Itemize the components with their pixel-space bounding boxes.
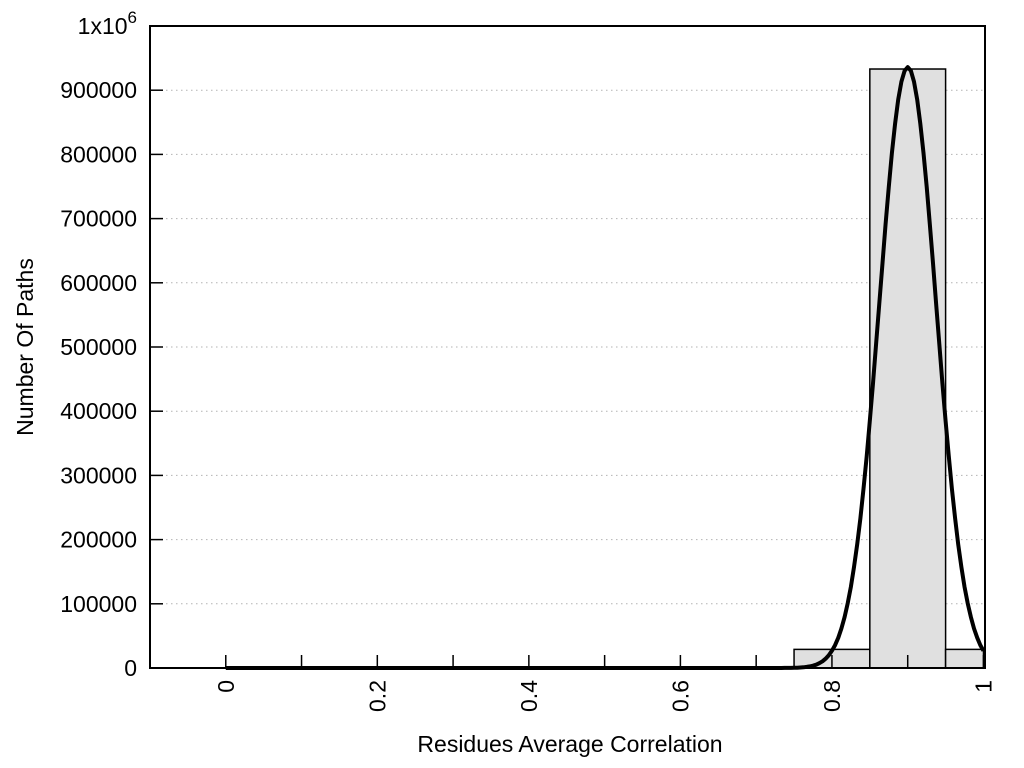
x-tick-label: 1 [971,680,997,693]
y-axis-title: Number Of Paths [12,258,38,436]
gridlines [151,89,984,605]
y-tick-label: 800000 [60,141,137,167]
axis-ticks [151,25,985,669]
y-tick-label: 300000 [60,462,137,488]
y-tick-label: 500000 [60,334,137,360]
x-tick-label: 0.2 [364,680,390,712]
plot-border [149,25,986,669]
y-tick-label: 900000 [60,77,137,103]
y-tick-label: 0 [124,655,137,681]
x-tick-label: 0.6 [667,680,693,712]
x-tick-label: 0.8 [819,680,845,712]
y-tick-label: 100000 [60,591,137,617]
x-tick-label: 0 [213,680,239,693]
y-tick-label: 400000 [60,398,137,424]
x-tick-label: 0.4 [516,680,542,712]
y-tick-label: 1x106 [78,8,137,40]
y-tick-label: 600000 [60,270,137,296]
histogram-bar [944,648,985,669]
y-tick-labels: 0 100000 200000 300000 400000 500000 600000 700… [60,8,137,682]
histogram-bar [869,68,947,669]
histogram-bars [793,68,985,669]
x-tick-labels: 0 0.2 0.4 0.6 0.8 1 [213,680,997,712]
y-tick-label: 700000 [60,206,137,232]
y-tick-label: 200000 [60,527,137,553]
x-axis-title: Residues Average Correlation [417,731,722,757]
